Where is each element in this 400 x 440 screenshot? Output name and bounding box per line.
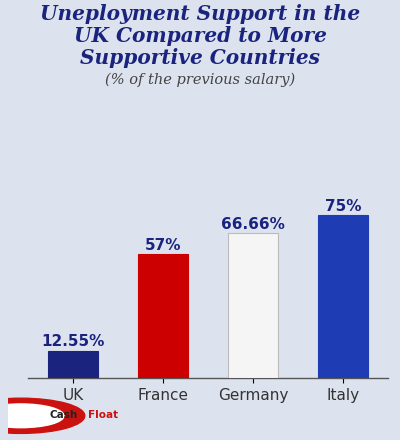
Text: Float: Float — [88, 410, 118, 420]
Text: Uneployment Support in the: Uneployment Support in the — [40, 4, 360, 24]
Bar — [48, 351, 98, 378]
Text: Supportive Countries: Supportive Countries — [80, 48, 320, 68]
Bar — [318, 215, 368, 378]
Text: UK Compared to More: UK Compared to More — [74, 26, 326, 46]
Circle shape — [0, 398, 85, 433]
Text: 66.66%: 66.66% — [221, 217, 285, 232]
Text: Cash: Cash — [50, 410, 78, 420]
Circle shape — [0, 404, 64, 428]
Text: (% of the previous salary): (% of the previous salary) — [105, 72, 295, 87]
Bar — [138, 254, 188, 378]
Bar — [228, 234, 278, 378]
Text: 57%: 57% — [145, 238, 181, 253]
Text: 75%: 75% — [325, 198, 361, 213]
Text: 12.55%: 12.55% — [41, 334, 105, 349]
